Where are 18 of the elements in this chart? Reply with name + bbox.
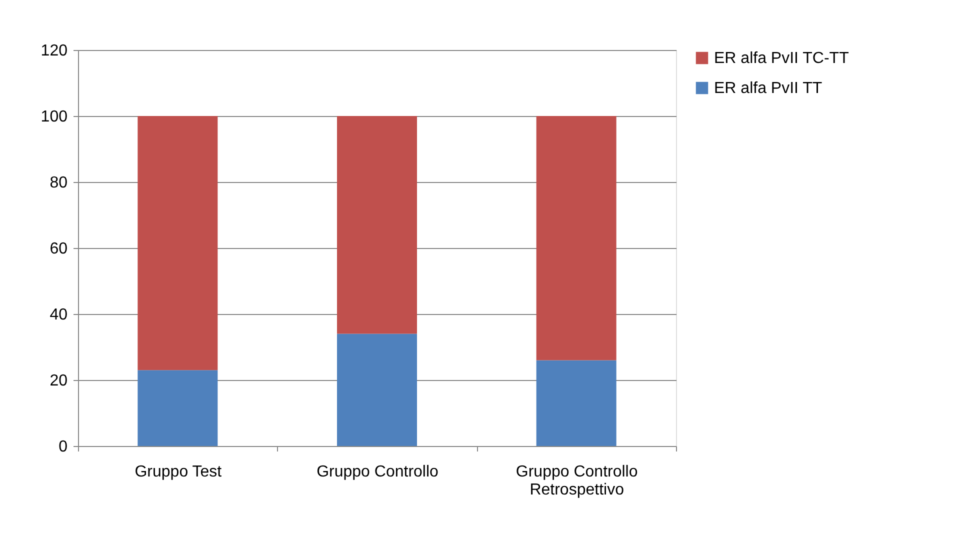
- bar: [536, 360, 616, 446]
- bar: [337, 334, 417, 446]
- y-tick-label: 0: [58, 438, 68, 456]
- y-tick-label: 100: [40, 108, 68, 126]
- legend-label: ER alfa PvII TT: [714, 80, 822, 97]
- x-tick-label: Gruppo Controllo: [316, 464, 439, 480]
- x-tick-label: Gruppo Controllo Retrospettivo: [516, 464, 638, 498]
- y-tick-label: 80: [50, 174, 68, 192]
- x-tick-label: Gruppo Test: [134, 464, 222, 480]
- bar: [337, 116, 417, 334]
- bar: [138, 370, 218, 446]
- bar: [138, 116, 218, 370]
- y-tick-label: 20: [50, 372, 68, 390]
- y-tick-label: 40: [50, 306, 68, 324]
- legend-label: ER alfa PvII TC-TT: [714, 50, 850, 67]
- bar: [536, 116, 616, 360]
- y-tick-label: 60: [50, 240, 68, 258]
- y-tick-label: 120: [40, 42, 68, 60]
